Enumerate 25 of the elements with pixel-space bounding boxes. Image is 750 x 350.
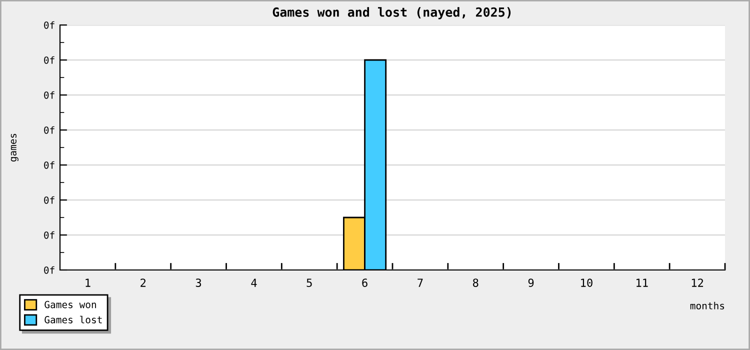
- text: 0f: [44, 196, 54, 204]
- x-tick-label: 4: [251, 278, 257, 287]
- x-tick-label: 11: [636, 278, 648, 287]
- x-tick-label: 1: [86, 278, 90, 287]
- text: 0f: [44, 231, 54, 239]
- text: 0f: [44, 161, 54, 169]
- x-tick-label: 9: [528, 278, 534, 287]
- chart-title: Games won and lost (nayed, 2025): [272, 7, 511, 20]
- x-tick-label: 2: [140, 278, 146, 287]
- x-tick-label: 8: [472, 278, 478, 287]
- text: 0f: [44, 126, 54, 134]
- x-tick-label: 12: [692, 278, 704, 287]
- x-tick-label: 6: [362, 278, 368, 287]
- legend-label: Games lost: [44, 316, 102, 324]
- text: 0f: [44, 21, 54, 29]
- text: 0f: [44, 91, 54, 99]
- x-tick-label: 10: [581, 278, 592, 287]
- x-tick-label: 5: [306, 278, 312, 287]
- legend-label: Games won: [44, 300, 96, 308]
- x-tick-label: 3: [196, 278, 202, 287]
- y-axis-title: games: [10, 134, 18, 162]
- x-tick-label: 7: [418, 278, 423, 287]
- text: 0f: [44, 56, 54, 64]
- text: 0f: [44, 266, 54, 274]
- x-axis-title: months: [690, 302, 724, 310]
